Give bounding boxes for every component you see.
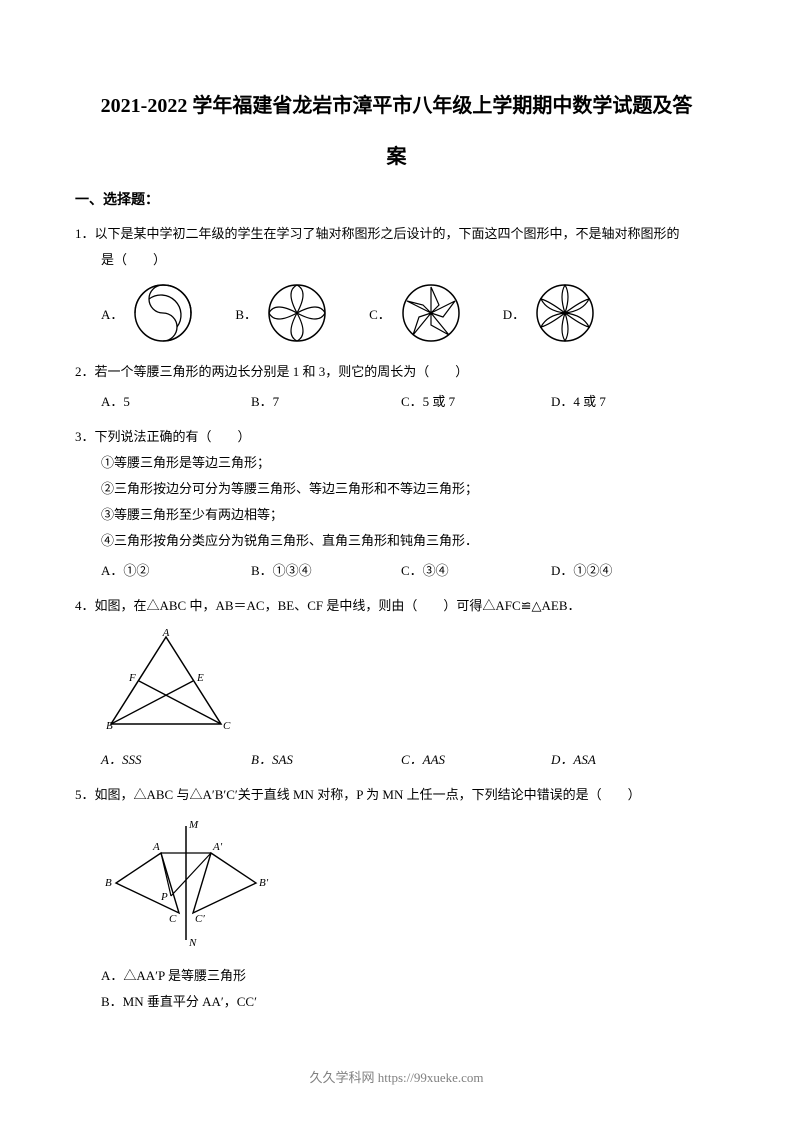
q1-opt-a-label: A． xyxy=(101,304,123,323)
page-footer: 久久学科网 https://99xueke.com xyxy=(0,1067,793,1086)
q5-label-m: M xyxy=(188,819,199,831)
q3-opt-a: A．①② xyxy=(101,560,251,579)
q1-opt-c-label: C． xyxy=(369,304,391,323)
q3-opt-d: D．①②④ xyxy=(551,560,701,579)
q1-opt-b-label: B． xyxy=(235,304,257,323)
q2-text: 2．若一个等腰三角形的两边长分别是 1 和 3，则它的周长为（ ） xyxy=(75,359,718,385)
q2-opt-a: A．5 xyxy=(101,391,251,410)
q2-opt-c: C．5 或 7 xyxy=(401,391,551,410)
q4-label-a: A xyxy=(162,629,170,639)
q1-option-c: C． xyxy=(369,281,463,345)
q4-text: 4．如图，在△ABC 中，AB＝AC，BE、CF 是中线，则由（ ）可得△AFC… xyxy=(75,593,718,619)
q1-icon-a xyxy=(131,281,195,345)
q1-icon-d xyxy=(533,281,597,345)
q5-label-c: C xyxy=(169,913,177,925)
q3-s4: ④三角形按角分类应分为锐角三角形、直角三角形和钝角三角形． xyxy=(75,528,718,554)
q4-label-c: C xyxy=(223,720,231,732)
q1-option-a: A． xyxy=(101,281,195,345)
question-1: 1．以下是某中学初二年级的学生在学习了轴对称图形之后设计的，下面这四个图形中，不… xyxy=(75,221,718,273)
q1-text: 1．以下是某中学初二年级的学生在学习了轴对称图形之后设计的，下面这四个图形中，不… xyxy=(75,221,718,247)
q1-options: A． B． C． D． xyxy=(75,281,718,345)
q1-option-b: B． xyxy=(235,281,329,345)
q3-s2: ②三角形按边分可分为等腰三角形、等边三角形和不等边三角形； xyxy=(75,476,718,502)
q4-triangle-icon: A B C F E xyxy=(101,629,231,734)
q1-cont: 是（ ） xyxy=(75,247,718,273)
q4-label-b: B xyxy=(106,720,113,732)
q4-opt-a: A．SSS xyxy=(101,749,251,768)
q2-opt-b: B．7 xyxy=(251,391,401,410)
q1-option-d: D． xyxy=(503,281,597,345)
q3-text: 3．下列说法正确的有（ ） xyxy=(75,424,718,450)
q2-opt-d: D．4 或 7 xyxy=(551,391,701,410)
section-header-1: 一、选择题： xyxy=(75,189,718,209)
q5-label-bp: B′ xyxy=(259,877,269,889)
question-5: 5．如图，△ABC 与△A′B′C′关于直线 MN 对称，P 为 MN 上任一点… xyxy=(75,782,718,808)
q4-opt-b: B．SAS xyxy=(251,749,401,768)
q5-figure: M N A A′ B B′ C C′ P xyxy=(75,818,718,953)
q3-s1: ①等腰三角形是等边三角形； xyxy=(75,450,718,476)
q4-label-e: E xyxy=(196,672,204,684)
q5-label-a: A xyxy=(152,841,160,853)
q5-label-n: N xyxy=(188,937,197,948)
q5-mirror-icon: M N A A′ B B′ C C′ P xyxy=(101,818,271,948)
q2-options: A．5 B．7 C．5 或 7 D．4 或 7 xyxy=(75,391,718,410)
q1-icon-b xyxy=(265,281,329,345)
q4-options: A．SSS B．SAS C．AAS D．ASA xyxy=(75,749,718,768)
q5-sub-options: A．△AA′P 是等腰三角形 B．MN 垂直平分 AA′，CC′ xyxy=(75,963,718,1015)
question-4: 4．如图，在△ABC 中，AB＝AC，BE、CF 是中线，则由（ ）可得△AFC… xyxy=(75,593,718,619)
question-3: 3．下列说法正确的有（ ） ①等腰三角形是等边三角形； ②三角形按边分可分为等腰… xyxy=(75,424,718,554)
q5-opt-b: B．MN 垂直平分 AA′，CC′ xyxy=(75,989,718,1015)
q3-opt-c: C．③④ xyxy=(401,560,551,579)
q1-opt-d-label: D． xyxy=(503,304,525,323)
q4-opt-d: D．ASA xyxy=(551,749,701,768)
q4-label-f: F xyxy=(128,672,136,684)
q5-label-ap: A′ xyxy=(212,841,223,853)
q5-opt-a: A．△AA′P 是等腰三角形 xyxy=(75,963,718,989)
q3-s3: ③等腰三角形至少有两边相等； xyxy=(75,502,718,528)
q5-label-b: B xyxy=(105,877,112,889)
q1-icon-c xyxy=(399,281,463,345)
q4-figure: A B C F E xyxy=(75,629,718,739)
question-2: 2．若一个等腰三角形的两边长分别是 1 和 3，则它的周长为（ ） xyxy=(75,359,718,385)
q4-opt-c: C．AAS xyxy=(401,749,551,768)
q5-label-p: P xyxy=(160,891,168,903)
q5-label-cp: C′ xyxy=(195,913,205,925)
q3-options: A．①② B．①③④ C．③④ D．①②④ xyxy=(75,560,718,579)
q3-opt-b: B．①③④ xyxy=(251,560,401,579)
page-title-line2: 案 xyxy=(75,140,718,169)
page-title-line1: 2021-2022 学年福建省龙岩市漳平市八年级上学期期中数学试题及答 xyxy=(75,90,718,122)
q5-text: 5．如图，△ABC 与△A′B′C′关于直线 MN 对称，P 为 MN 上任一点… xyxy=(75,782,718,808)
